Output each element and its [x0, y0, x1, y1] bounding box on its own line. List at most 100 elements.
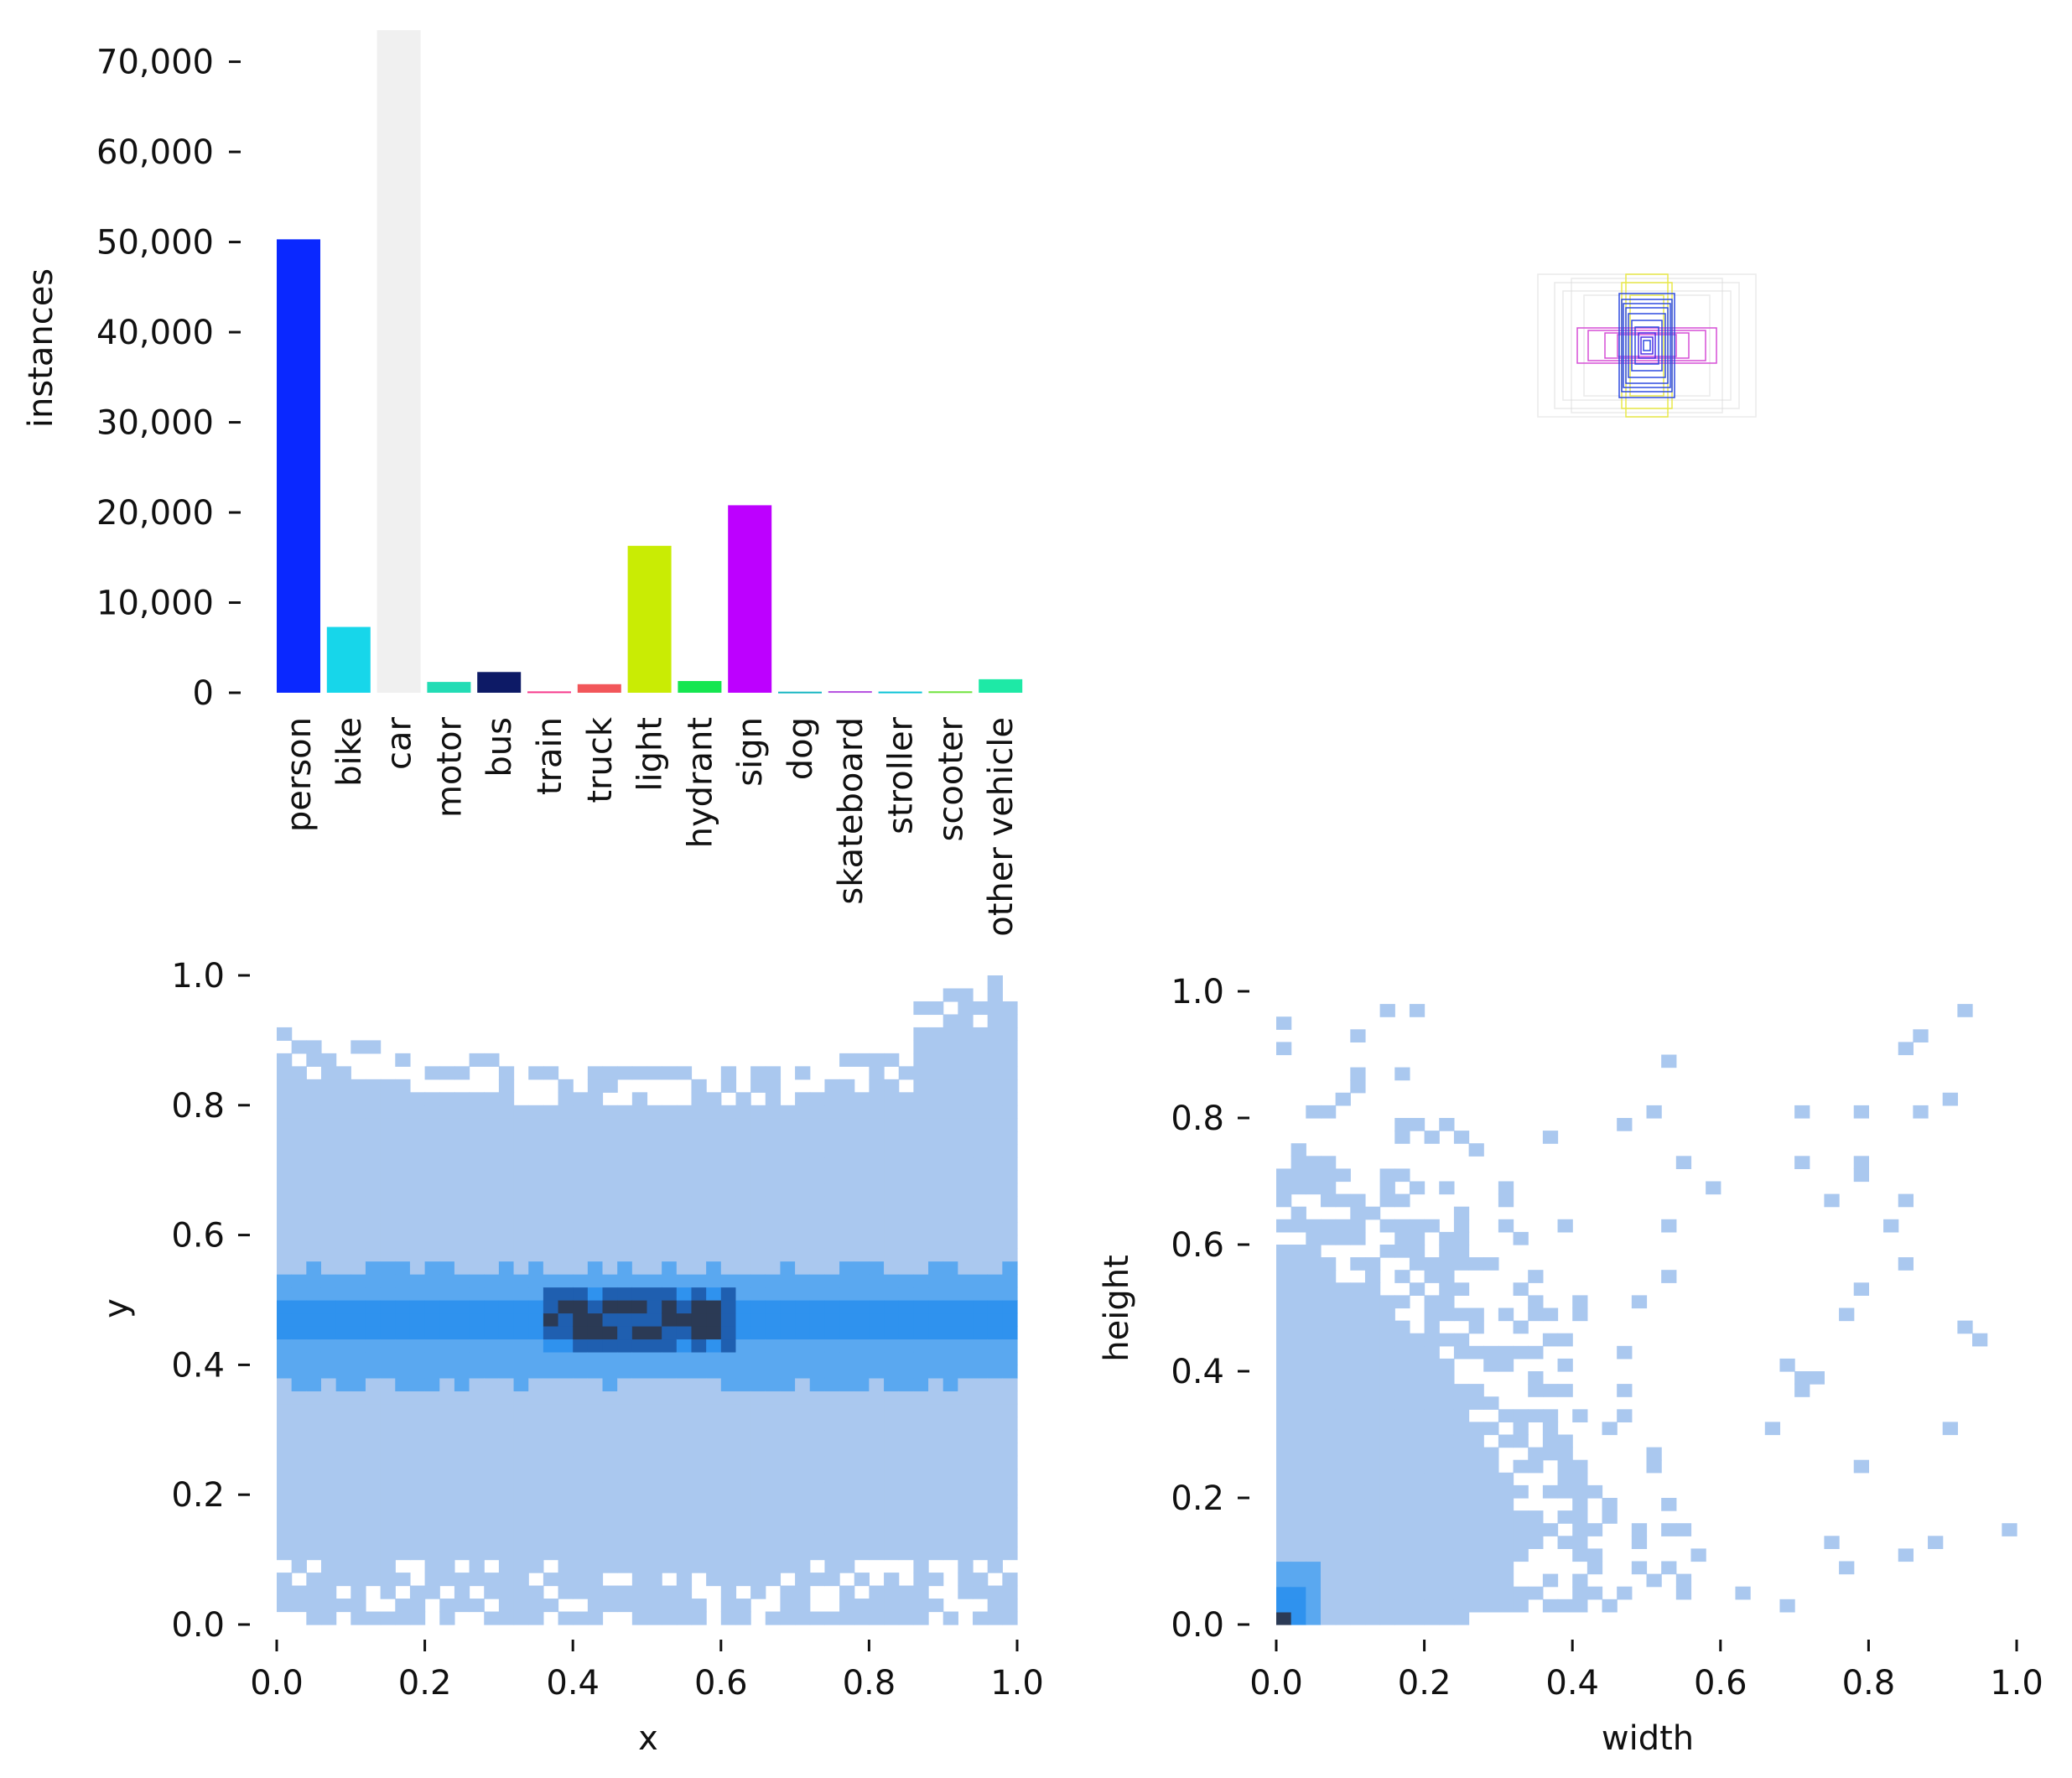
xy-heatmap-cell	[839, 1248, 855, 1262]
xy-heatmap-cell	[795, 1391, 811, 1405]
xy-heatmap-cell	[277, 1027, 293, 1041]
wh-heatmap-cell	[1453, 1308, 1470, 1322]
xy-heatmap-cell	[573, 1313, 589, 1327]
xy-heatmap-cell	[691, 1611, 707, 1625]
xy-heatmap-cell	[573, 1351, 589, 1365]
xy-heatmap-cell	[351, 1403, 366, 1417]
xy-heatmap-cell	[884, 1351, 900, 1365]
xy-heatmap-cell	[528, 1495, 544, 1509]
wh-heatmap-cell	[1424, 1498, 1440, 1511]
wh-heatmap-cell	[1379, 1472, 1395, 1486]
bar-skateboard	[828, 691, 872, 694]
xy-heatmap-cell	[973, 1300, 989, 1314]
xy-heatmap-cell	[365, 1417, 382, 1431]
xy-heatmap-cell	[320, 1209, 337, 1223]
wh-heatmap-cell	[1602, 1498, 1618, 1511]
wh-heatmap-cell	[1394, 1131, 1410, 1144]
xy-heatmap-cell	[320, 1481, 337, 1495]
xy-heatmap-cell	[676, 1183, 693, 1197]
xy-heatmap-cell	[809, 1222, 826, 1236]
xy-heatmap-cell	[498, 1377, 515, 1391]
wh-heatmap-cell	[1394, 1536, 1410, 1549]
xy-heatmap-cell	[898, 1429, 914, 1443]
xy-heatmap-cell	[706, 1325, 722, 1340]
xy-heatmap-cell	[380, 1157, 396, 1171]
wh-heatmap-cell	[1542, 1409, 1559, 1422]
xy-heatmap-cell	[587, 1547, 604, 1561]
xy-heatmap-cell	[884, 1417, 900, 1431]
xy-heatmap-cell	[973, 1053, 989, 1067]
xy-heatmap-cell	[498, 1495, 515, 1509]
xy-heatmap-cell	[913, 1417, 929, 1431]
xy-heatmap-cell	[335, 1209, 351, 1223]
wh-heatmap-cell	[1335, 1561, 1351, 1575]
wh-heatmap-cell	[1394, 1510, 1410, 1524]
xy-heatmap-cell	[513, 1391, 529, 1405]
xy-heatmap-cell	[869, 1131, 885, 1145]
wh-heatmap-cell	[1306, 1498, 1322, 1511]
xy-heatmap-cell	[320, 1559, 337, 1573]
wh-heatmap-cell	[1290, 1434, 1306, 1448]
xy-heatmap-cell	[691, 1559, 707, 1573]
wh-heatmap-cell	[1483, 1447, 1499, 1461]
bar-category-label: scooter	[932, 716, 970, 841]
wh-heatmap-cell	[1350, 1599, 1366, 1613]
xy-heatmap-cell	[854, 1521, 870, 1535]
xy-heatmap-cell	[454, 1403, 470, 1417]
xy-heatmap-cell	[543, 1521, 559, 1535]
bar-y-axis-label: instances	[22, 268, 60, 428]
xy-heatmap-cell	[824, 1559, 840, 1573]
xy-heatmap-cell	[706, 1209, 722, 1223]
xy-heatmap-cell	[528, 1599, 544, 1613]
xy-heatmap-cell	[365, 1495, 382, 1509]
xy-heatmap-cell	[484, 1118, 500, 1132]
wh-heatmap-cell	[1364, 1447, 1381, 1461]
xy-heatmap-cell	[498, 1170, 515, 1184]
xy-heatmap-cell	[617, 1455, 633, 1469]
xy-heatmap-cell	[839, 1391, 855, 1405]
xy-heatmap-cell	[277, 1429, 293, 1443]
wh-heatmap-cell	[1276, 1016, 1292, 1030]
xy-heatmap-cell	[735, 1274, 751, 1288]
xy-heatmap-cell	[691, 1118, 707, 1132]
xy-heatmap-cell	[913, 1092, 929, 1106]
xy-heatmap-cell	[587, 1300, 604, 1314]
wh-heatmap-cell	[1453, 1206, 1470, 1220]
xy-heatmap-cell	[573, 1339, 589, 1353]
xy-heatmap-cell	[1002, 1403, 1018, 1417]
overlay-box	[1628, 313, 1666, 378]
xy-heatmap-cell	[365, 1377, 382, 1391]
xy-heatmap-cell	[824, 1495, 840, 1509]
xy-heatmap-cell	[631, 1533, 648, 1547]
wh-heatmap-cell	[1602, 1510, 1618, 1524]
xy-heatmap-cell	[558, 1495, 574, 1509]
xy-heatmap-cell	[928, 1144, 944, 1158]
xy-heatmap-cell	[884, 1183, 900, 1197]
wh-heatmap-cell	[1320, 1295, 1337, 1309]
xy-heatmap-cell	[365, 1196, 382, 1210]
xy-heatmap-cell	[439, 1417, 455, 1431]
xy-heatmap-cell	[602, 1547, 618, 1561]
xy-heatmap-cell	[439, 1559, 455, 1573]
wh-heatmap-cell	[1424, 1358, 1440, 1372]
wh-heatmap-cell	[1528, 1459, 1544, 1474]
wh-heatmap-cell	[1675, 1523, 1692, 1536]
xy-heatmap-cell	[824, 1274, 840, 1288]
xy-heatmap-cell	[291, 1599, 307, 1613]
xy-heatmap-cell	[439, 1183, 455, 1197]
xy-heatmap-cell	[498, 1585, 515, 1599]
xy-heatmap-cell	[395, 1261, 411, 1275]
bar-y-tick-label: 20,000	[96, 494, 214, 533]
wh-heatmap-cell	[1853, 1156, 1869, 1169]
xy-heatmap-cell	[676, 1313, 693, 1327]
xy-heatmap-cell	[291, 1105, 307, 1119]
xy-heatmap-cell	[928, 1170, 944, 1184]
wh-heatmap-cells	[1276, 1004, 2017, 1625]
xy-heatmap-cell	[498, 1105, 515, 1119]
wh-heatmap-cell	[1498, 1193, 1514, 1208]
wh-heatmap-cell	[1898, 1193, 1914, 1208]
xy-heatmap-cell	[380, 1455, 396, 1469]
xy-heatmap-cell	[454, 1222, 470, 1236]
wh-heatmap-cell	[1468, 1573, 1484, 1588]
xy-heatmap-cell	[631, 1222, 648, 1236]
